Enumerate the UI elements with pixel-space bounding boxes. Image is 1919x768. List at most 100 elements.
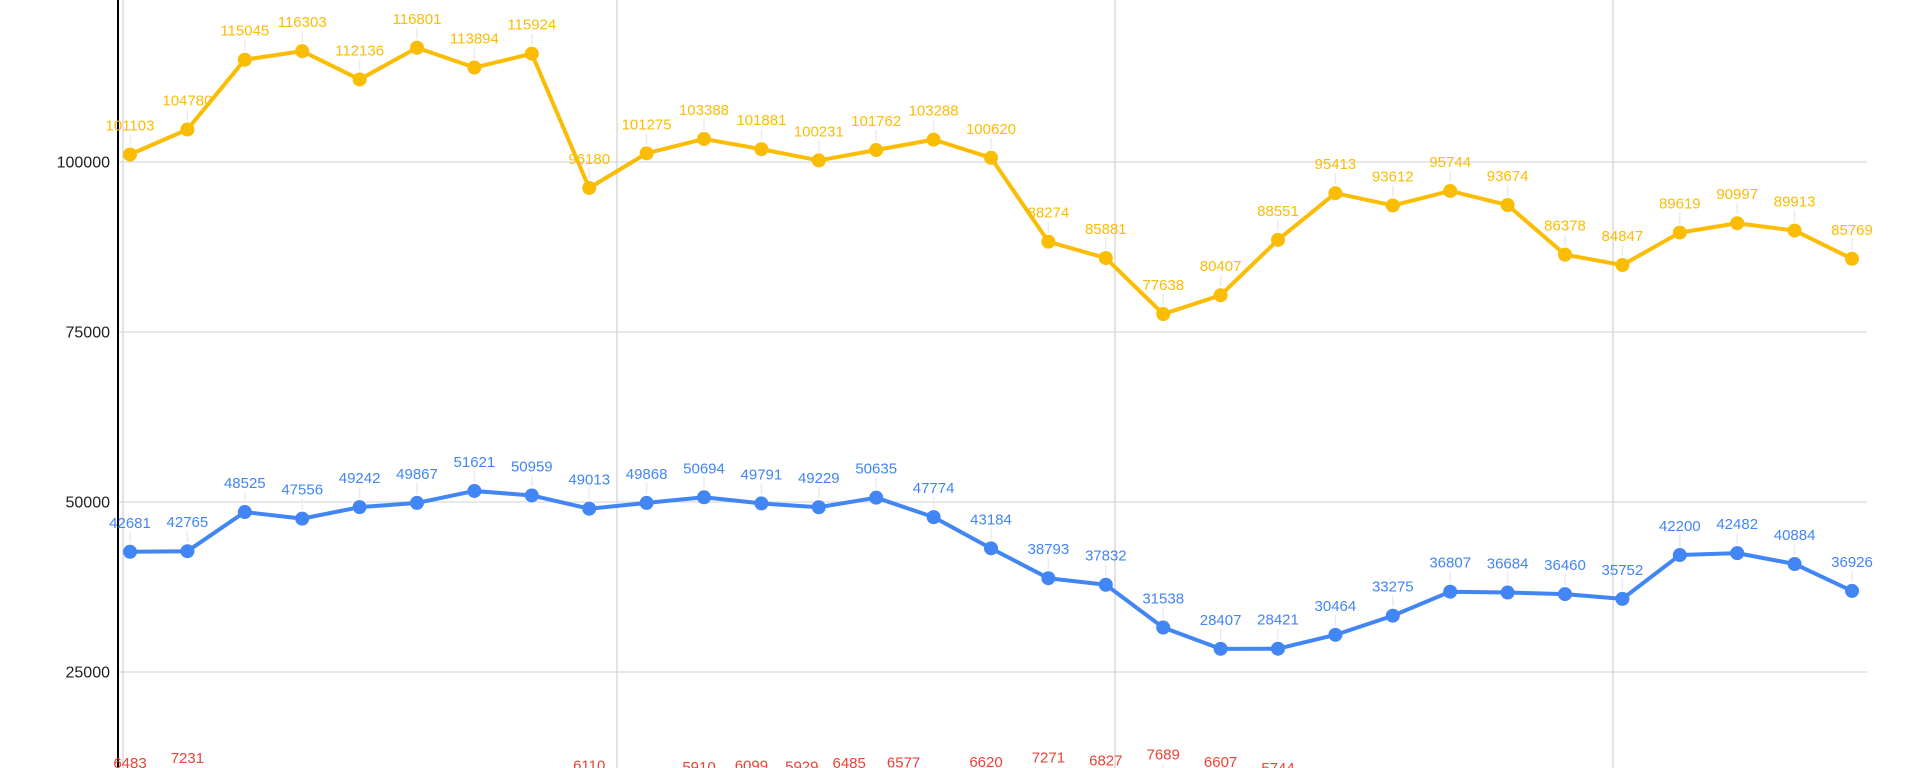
- blue-series-point[interactable]: [1271, 641, 1285, 656]
- yellow-series-point-label: 101275: [622, 116, 672, 133]
- yellow-series-point[interactable]: [1672, 225, 1687, 240]
- yellow-series-point-label: 88551: [1257, 203, 1299, 220]
- blue-series-point-label: 35752: [1602, 562, 1644, 579]
- y-axis-tick-label: 50000: [66, 495, 111, 512]
- blue-series-point[interactable]: [926, 510, 941, 525]
- yellow-series-point[interactable]: [1385, 198, 1400, 213]
- blue-series-point[interactable]: [467, 483, 482, 498]
- yellow-series-point-label: 104780: [162, 92, 212, 109]
- blue-series-point[interactable]: [123, 544, 137, 559]
- blue-series-point[interactable]: [1328, 627, 1343, 642]
- red-series-point-label: 5744: [1261, 760, 1294, 768]
- yellow-series-point[interactable]: [697, 131, 711, 146]
- yellow-series-point[interactable]: [1730, 216, 1745, 231]
- blue-series-point[interactable]: [754, 496, 769, 511]
- blue-series-point-label: 36684: [1487, 556, 1529, 573]
- yellow-series-point[interactable]: [1041, 234, 1056, 249]
- blue-series-point[interactable]: [180, 544, 195, 559]
- blue-series-point[interactable]: [1672, 548, 1687, 563]
- blue-series-point-label: 28421: [1257, 612, 1299, 629]
- yellow-series-point[interactable]: [180, 122, 195, 137]
- yellow-series-point-label: 116303: [278, 14, 327, 31]
- yellow-series-point[interactable]: [1500, 198, 1515, 213]
- yellow-series-point-label: 96180: [568, 151, 610, 168]
- yellow-series-point[interactable]: [1845, 251, 1859, 266]
- blue-series-point[interactable]: [295, 511, 310, 526]
- blue-series-point[interactable]: [237, 505, 252, 520]
- blue-series-point[interactable]: [639, 495, 654, 510]
- blue-series-point[interactable]: [811, 500, 826, 515]
- blue-series-point-label: 42681: [109, 515, 151, 532]
- yellow-series-point[interactable]: [123, 147, 137, 162]
- yellow-series-point[interactable]: [410, 40, 424, 55]
- yellow-series-point-label: 89619: [1659, 196, 1701, 213]
- yellow-series-point[interactable]: [582, 180, 597, 195]
- blue-series-point-label: 36807: [1429, 555, 1471, 572]
- yellow-series-point-label: 112136: [335, 42, 384, 59]
- yellow-series-point[interactable]: [984, 150, 998, 165]
- yellow-series-point[interactable]: [1098, 251, 1113, 266]
- blue-series-point-label: 50635: [855, 461, 897, 478]
- yellow-series-point[interactable]: [639, 146, 654, 161]
- blue-series-point[interactable]: [1443, 584, 1458, 599]
- red-series-point-label: 6485: [833, 755, 866, 768]
- blue-series-point-label: 42200: [1659, 518, 1701, 535]
- blue-series-point-label: 49013: [568, 472, 610, 489]
- yellow-series-point-label: 93612: [1372, 168, 1414, 185]
- yellow-series-point-label: 86378: [1544, 218, 1586, 235]
- yellow-series-point[interactable]: [1787, 223, 1802, 238]
- yellow-series-point[interactable]: [295, 44, 310, 59]
- blue-series-point[interactable]: [1845, 583, 1859, 598]
- blue-series-point[interactable]: [697, 490, 711, 505]
- yellow-series-point-label: 101103: [106, 117, 155, 134]
- yellow-series-point-label: 103288: [909, 103, 959, 120]
- yellow-series-point-label: 101881: [736, 112, 786, 129]
- blue-series-point-label: 28407: [1200, 612, 1242, 629]
- yellow-series-point[interactable]: [352, 72, 367, 87]
- red-series-point-label: 7689: [1147, 747, 1180, 764]
- y-axis-tick-label: 100000: [57, 155, 110, 172]
- red-series-point-label: 5929: [785, 759, 818, 768]
- blue-series-point[interactable]: [1098, 577, 1113, 592]
- blue-series-point[interactable]: [410, 495, 424, 510]
- blue-series-point[interactable]: [984, 541, 998, 556]
- yellow-series-point[interactable]: [869, 143, 884, 158]
- yellow-series-point[interactable]: [1558, 247, 1572, 262]
- yellow-series-point[interactable]: [1156, 307, 1171, 322]
- yellow-series-point[interactable]: [237, 52, 252, 67]
- blue-series-point-label: 42482: [1716, 516, 1758, 533]
- yellow-series-point[interactable]: [524, 46, 539, 61]
- blue-series-point[interactable]: [1615, 591, 1630, 606]
- red-series-point-label: 6620: [969, 754, 1002, 768]
- red-series-point-label: 6577: [887, 754, 920, 768]
- yellow-series-point[interactable]: [811, 153, 826, 168]
- yellow-series-point[interactable]: [1443, 183, 1458, 198]
- blue-series-point[interactable]: [1385, 608, 1400, 623]
- blue-series-point[interactable]: [582, 501, 597, 516]
- yellow-series-point[interactable]: [1271, 232, 1285, 247]
- blue-series-point[interactable]: [1558, 587, 1572, 602]
- yellow-series-point[interactable]: [1328, 186, 1343, 201]
- yellow-series-point[interactable]: [467, 60, 482, 75]
- blue-series-point-label: 42765: [167, 514, 209, 531]
- blue-series-point[interactable]: [1787, 556, 1802, 571]
- yellow-series-point[interactable]: [1213, 288, 1228, 303]
- yellow-series-point-label: 115924: [507, 17, 556, 34]
- blue-series-point-label: 36926: [1831, 554, 1873, 571]
- yellow-series-point-label: 100231: [794, 123, 844, 140]
- blue-series-point-label: 47556: [281, 482, 323, 499]
- yellow-series-point[interactable]: [926, 132, 941, 147]
- red-series-point-label: 6110: [573, 757, 605, 768]
- blue-series-point[interactable]: [1213, 641, 1228, 656]
- blue-series-point[interactable]: [869, 490, 884, 505]
- blue-series-point[interactable]: [1730, 546, 1745, 561]
- blue-series-point[interactable]: [524, 488, 539, 503]
- blue-series-point-label: 33275: [1372, 579, 1414, 596]
- blue-series-point[interactable]: [1500, 585, 1515, 600]
- blue-series-point[interactable]: [1156, 620, 1171, 635]
- blue-series-point[interactable]: [1041, 571, 1056, 586]
- blue-series-point[interactable]: [352, 500, 367, 515]
- yellow-series-point[interactable]: [1615, 258, 1630, 273]
- yellow-series-point[interactable]: [754, 142, 769, 157]
